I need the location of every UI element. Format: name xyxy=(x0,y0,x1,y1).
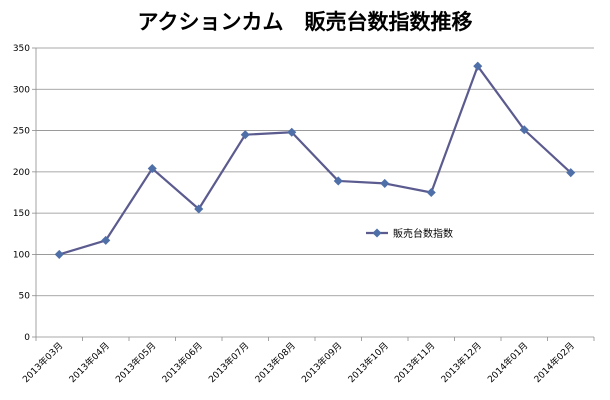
data-point-marker xyxy=(380,178,390,188)
data-point-marker xyxy=(194,204,204,214)
x-tick-label: 2013年12月 xyxy=(438,340,484,386)
axes xyxy=(32,47,595,341)
y-tick-label: 250 xyxy=(13,127,30,137)
x-tick-label: 2013年09月 xyxy=(299,340,345,386)
y-tick-label: 350 xyxy=(13,44,30,54)
x-tick-label: 2013年05月 xyxy=(113,340,159,386)
series-line xyxy=(58,65,572,256)
data-point-marker xyxy=(240,130,250,140)
y-tick-labels: 0 50 100 150 200 250 300 350 xyxy=(13,44,30,343)
data-point-marker xyxy=(54,249,64,259)
legend-label: 販売台数指数 xyxy=(393,227,453,240)
x-tick-label: 2013年03月 xyxy=(20,340,66,386)
x-tick-label: 2013年11月 xyxy=(392,340,438,386)
y-tick-label: 300 xyxy=(13,85,30,95)
y-tick-label: 0 xyxy=(24,333,30,343)
legend-marker-swatch xyxy=(372,228,382,238)
x-tick-label: 2013年08月 xyxy=(252,340,298,386)
y-tick-label: 50 xyxy=(19,292,31,302)
series-layer xyxy=(54,61,576,259)
x-tick-label: 2014年01月 xyxy=(485,340,531,386)
data-point-marker xyxy=(473,61,483,71)
chart-title: アクションカム 販売台数指数推移 xyxy=(137,10,473,34)
x-tick-labels: 2013年03月 2013年04月 2013年05月 2013年06月 2013年07月… xyxy=(20,340,577,386)
x-tick-label: 2013年04月 xyxy=(66,340,112,386)
x-tick-label: 2013年07月 xyxy=(206,340,252,386)
data-point-marker xyxy=(426,187,436,198)
y-tick-label: 100 xyxy=(13,250,30,260)
gridlines xyxy=(36,47,594,297)
legend: 販売台数指数 xyxy=(366,227,453,240)
x-tick-label: 2013年10月 xyxy=(345,340,391,386)
x-tick-label: 2013年06月 xyxy=(159,340,205,386)
x-tick-label: 2014年02月 xyxy=(531,340,577,386)
y-tick-label: 150 xyxy=(13,209,30,219)
y-tick-label: 200 xyxy=(13,168,30,178)
